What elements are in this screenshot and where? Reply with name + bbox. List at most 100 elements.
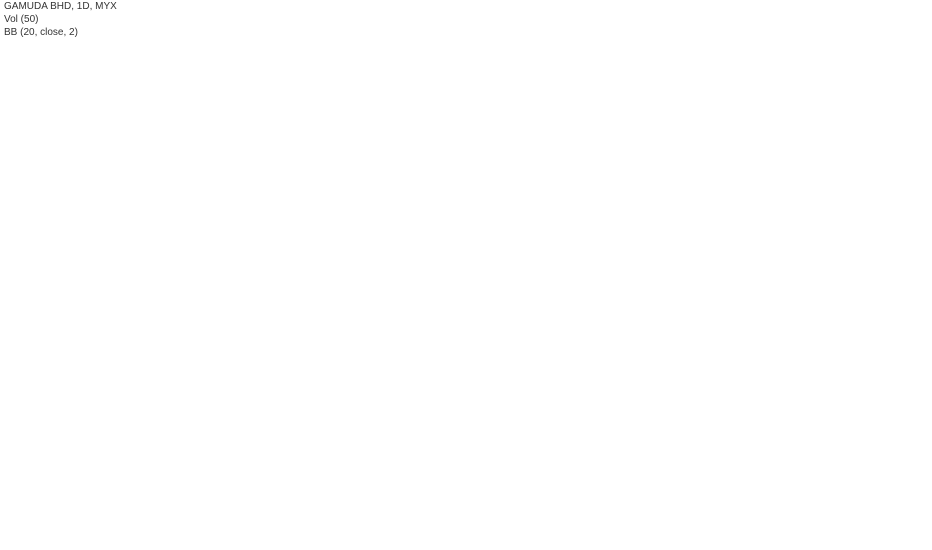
- x-tick-label: 17: [185, 539, 197, 550]
- x-tick-label: 14: [119, 539, 131, 550]
- candle-body: [95, 167, 109, 172]
- volume-bar: [399, 526, 421, 536]
- candle-body: [29, 312, 43, 317]
- candle-body: [425, 200, 439, 209]
- candle-body: [645, 43, 659, 48]
- volume-bar: [443, 526, 465, 536]
- volume-bar: [597, 472, 619, 536]
- candle-body: [51, 192, 65, 308]
- y-tick-label: 2.060: [906, 473, 931, 484]
- volume-bar: [135, 496, 157, 536]
- volume-bar: [69, 462, 91, 536]
- bb-basis: [14, 172, 675, 379]
- x-tick-label: 18: [581, 539, 593, 550]
- x-tick-label: 28: [317, 539, 329, 550]
- x-tick-label: 6: [847, 539, 853, 550]
- volume-bar: [465, 522, 487, 536]
- volume-bar: [47, 400, 69, 536]
- candle-body: [315, 205, 329, 221]
- volume-bar: [179, 512, 201, 536]
- volume-bar: [311, 512, 333, 536]
- y-tick-label: 2.940: [906, 109, 931, 120]
- volume-bar: [25, 480, 47, 536]
- candle-body: [447, 192, 461, 214]
- volume-bar: [487, 519, 509, 536]
- y-tick-label: 2.815: [906, 161, 931, 172]
- bb-upper: [13, 64, 675, 331]
- y-tick-label: 2.125: [906, 446, 931, 457]
- volume-bar: [619, 454, 641, 536]
- candle-body: [161, 142, 175, 181]
- y-tick-label: 2.440: [906, 316, 931, 327]
- bb-lower: [13, 235, 675, 507]
- candle-body: [623, 47, 637, 119]
- volume-bar: [289, 502, 311, 536]
- candle-body: [491, 192, 505, 197]
- volume-bar: [531, 525, 553, 536]
- candle-body: [205, 162, 219, 172]
- candle-body: [293, 195, 307, 213]
- y-tick-label: 2.875: [906, 136, 931, 147]
- y-tick-label: 2.190: [906, 419, 931, 430]
- x-tick-label: 23: [251, 539, 263, 550]
- candle-body: [7, 316, 21, 378]
- candle-body: [469, 192, 483, 201]
- volume-bar: [641, 509, 663, 536]
- y-tick-label: 2.500: [906, 291, 931, 302]
- y-tick-label: 3.190: [906, 6, 931, 17]
- candle-body: [579, 158, 593, 181]
- volume-bar: [333, 510, 355, 536]
- candle-body: [359, 200, 373, 206]
- y-tick-label: 2.315: [906, 367, 931, 378]
- x-tick-label: 7: [11, 539, 17, 550]
- candle-body: [557, 175, 571, 188]
- y-tick-label: 2.690: [906, 212, 931, 223]
- volume-bar: [223, 489, 245, 536]
- volume-bar: [421, 520, 443, 536]
- candle-body: [249, 192, 263, 233]
- x-tick-label: 25: [691, 539, 703, 550]
- bb-fill: [14, 65, 675, 506]
- volume-bar: [575, 503, 597, 536]
- volume-bar: [201, 502, 223, 536]
- volume-bar: [91, 490, 113, 536]
- candle-body: [227, 170, 241, 193]
- volume-bar: [157, 483, 179, 536]
- candle-body: [117, 176, 131, 188]
- candle-body: [183, 142, 197, 161]
- volume-label: Vol (50): [4, 14, 39, 25]
- volume-bar: [509, 516, 531, 536]
- y-tick-label: 3.125: [906, 33, 931, 44]
- y-tick-label: 2.250: [906, 394, 931, 405]
- y-tick-label: 2.375: [906, 343, 931, 354]
- x-tick-label: Feb: [401, 539, 419, 550]
- candle-body: [667, 47, 681, 76]
- volume-bar: [553, 517, 575, 536]
- y-tick-label: 3.000: [906, 84, 931, 95]
- candle-body: [139, 183, 153, 193]
- candle-body: [73, 175, 87, 199]
- candle-body: [513, 192, 527, 196]
- candle-body: [403, 187, 417, 209]
- y-tick-label: 3.065: [906, 57, 931, 68]
- volume-bar: [245, 449, 267, 536]
- candle-body: [535, 187, 549, 197]
- candle-body: [381, 187, 395, 193]
- candle-body: [337, 211, 351, 214]
- bb-label: BB (20, close, 2): [4, 27, 78, 38]
- volume-bar: [377, 493, 399, 536]
- last-price-label: 3.040: [905, 68, 930, 79]
- last-price-box: [901, 66, 932, 81]
- volume-bar: [3, 485, 25, 536]
- candle-body: [271, 220, 285, 238]
- y-tick-label: 1.940: [906, 522, 931, 533]
- volume-ma: [14, 499, 675, 505]
- y-tick-label: 2.750: [906, 188, 931, 199]
- y-tick-label: 2.625: [906, 239, 931, 250]
- x-tick-label: 11: [471, 539, 482, 550]
- y-tick-label: 2.565: [906, 264, 931, 275]
- volume-bar: [663, 513, 685, 536]
- volume-bar: [355, 494, 377, 536]
